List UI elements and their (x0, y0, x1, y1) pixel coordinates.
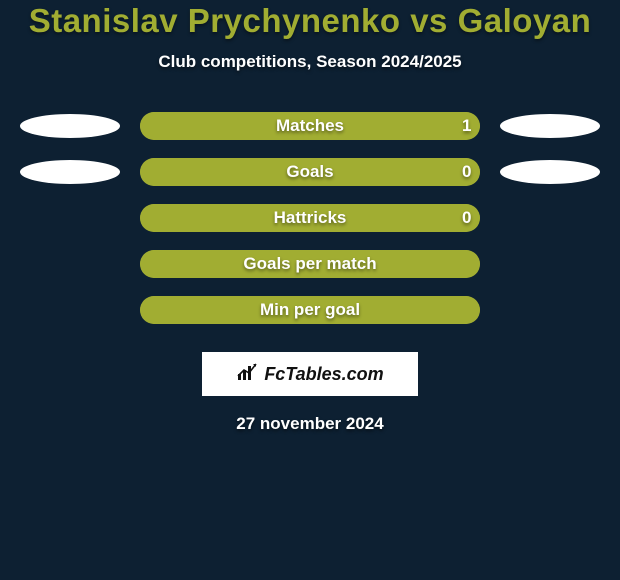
left-oval-slot (20, 206, 120, 230)
chart-icon (236, 362, 258, 387)
stat-bar: Hattricks 0 (140, 204, 480, 232)
stat-bar: Matches 1 (140, 112, 480, 140)
stat-label: Goals (286, 162, 333, 182)
stat-row: Matches 1 (0, 112, 620, 140)
subtitle: Club competitions, Season 2024/2025 (0, 52, 620, 72)
stat-label: Hattricks (274, 208, 347, 228)
left-oval-slot (20, 114, 120, 138)
stat-row: Goals 0 (0, 158, 620, 186)
left-oval-slot (20, 252, 120, 276)
stat-label: Goals per match (243, 254, 376, 274)
stat-label: Min per goal (260, 300, 360, 320)
stat-row: Min per goal (0, 296, 620, 324)
stat-bar: Goals per match (140, 250, 480, 278)
stat-bar: Goals 0 (140, 158, 480, 186)
stat-label: Matches (276, 116, 344, 136)
right-oval-slot (500, 206, 600, 230)
stat-right-value: 0 (462, 208, 471, 228)
stat-bar: Min per goal (140, 296, 480, 324)
brand-box: FcTables.com (202, 352, 418, 396)
page-title: Stanislav Prychynenko vs Galoyan (0, 2, 620, 40)
right-oval-slot (500, 160, 600, 184)
right-oval-slot (500, 114, 600, 138)
right-oval-slot (500, 252, 600, 276)
right-oval-slot (500, 298, 600, 322)
brand-text: FcTables.com (264, 364, 383, 385)
comparison-infographic: Stanislav Prychynenko vs Galoyan Club co… (0, 0, 620, 434)
stat-rows: Matches 1 Goals 0 Hattricks 0 Goals per match M… (0, 112, 620, 324)
stat-row: Hattricks 0 (0, 204, 620, 232)
left-oval-slot (20, 160, 120, 184)
date-text: 27 november 2024 (0, 414, 620, 434)
stat-right-value: 1 (462, 116, 471, 136)
stat-right-value: 0 (462, 162, 471, 182)
stat-row: Goals per match (0, 250, 620, 278)
left-oval-slot (20, 298, 120, 322)
